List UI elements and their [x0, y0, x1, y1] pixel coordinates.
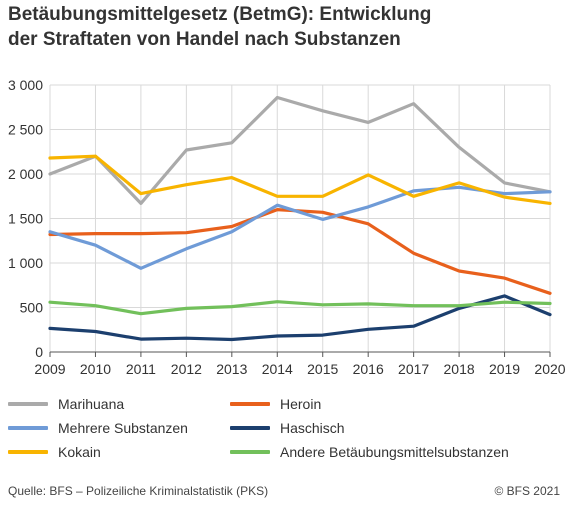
x-tick-label: 2016 [353, 361, 384, 377]
legend-swatch [8, 402, 48, 406]
legend-swatch [230, 450, 270, 454]
x-tick-label: 2009 [34, 361, 65, 377]
x-tick-label: 2012 [171, 361, 202, 377]
chart-title-line-1: Betäubungsmittelgesetz (BetmG): Entwickl… [8, 4, 432, 25]
y-tick-label: 1 000 [8, 255, 43, 271]
legend-swatch [230, 402, 270, 406]
legend-label: Haschisch [280, 420, 345, 436]
x-tick-label: 2015 [307, 361, 338, 377]
legend-label: Andere Betäubungsmittelsubstanzen [280, 444, 509, 460]
legend-item: Mehrere Substanzen [8, 417, 188, 439]
series-line-marihuana [48, 95, 552, 205]
legend-item: Andere Betäubungsmittelsubstanzen [230, 441, 509, 463]
x-tick-label: 2010 [80, 361, 111, 377]
legend-label: Marihuana [58, 396, 125, 412]
source-note: Quelle: BFS – Polizeiliche Kriminalstati… [8, 484, 269, 498]
legend-label: Kokain [58, 444, 101, 460]
copyright-note: © BFS 2021 [494, 484, 560, 498]
y-tick-label: 3 000 [8, 77, 43, 93]
chart-legend: Marihuana Heroin Mehrere Substanzen Haschis… [8, 392, 560, 464]
series-line-andere-betaubungsmittelsubstanzen [48, 300, 552, 316]
y-tick-label: 500 [20, 300, 44, 316]
x-tick-label: 2014 [262, 361, 293, 377]
series-line-mehrere-substanzen [48, 185, 552, 270]
x-tick-label: 2011 [126, 361, 156, 377]
y-tick-label: 2 500 [8, 122, 43, 138]
x-tick-label: 2020 [534, 361, 565, 377]
chart-title: Betäubungsmittelgesetz (BetmG): Entwickl… [8, 2, 560, 52]
x-tick-label: 2013 [216, 361, 247, 377]
y-tick-label: 1 500 [8, 211, 43, 227]
y-tick-label: 0 [35, 344, 43, 360]
legend-item: Haschisch [230, 417, 345, 439]
legend-label: Mehrere Substanzen [58, 420, 188, 436]
legend-swatch [8, 450, 48, 454]
legend-swatch [230, 426, 270, 430]
legend-swatch [8, 426, 48, 430]
y-tick-label: 2 000 [8, 166, 43, 182]
x-tick-label: 2019 [489, 361, 520, 377]
line-chart: 0 500 1 000 1 500 2 000 2 500 3 000 2009 2010 201… [8, 77, 566, 377]
x-tick-label: 2017 [398, 361, 429, 377]
legend-item: Marihuana [8, 393, 124, 415]
chart-title-line-2: der Straftaten von Handel nach Substanze… [8, 29, 401, 50]
series-line-kokain [48, 154, 552, 205]
legend-item: Kokain [8, 441, 101, 463]
x-tick-label: 2018 [444, 361, 475, 377]
series-line-heroin [48, 208, 552, 295]
legend-label: Heroin [280, 396, 322, 412]
legend-item: Heroin [230, 393, 321, 415]
